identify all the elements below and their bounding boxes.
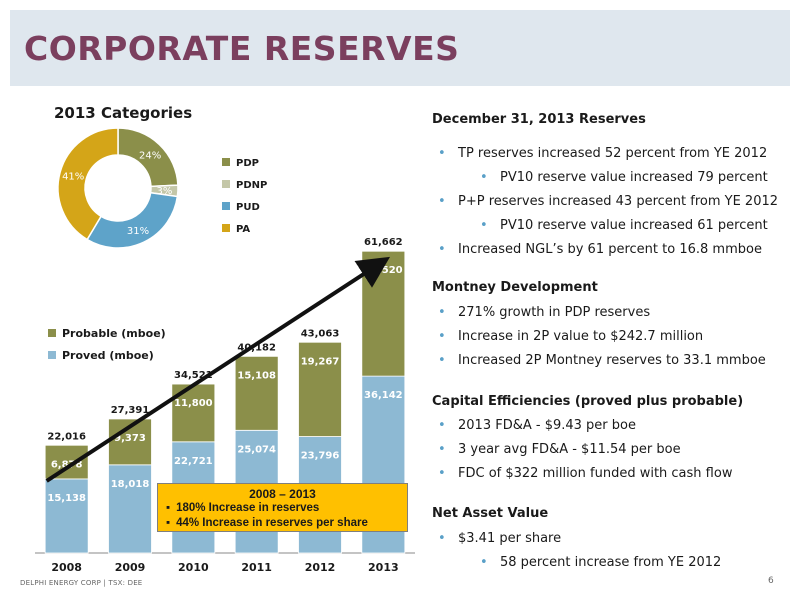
bullet: 271% growth in PDP reserves [438, 305, 650, 320]
pie-slice-label: 41% [62, 172, 84, 183]
x-tick-label: 2012 [305, 561, 336, 574]
x-tick-label: 2010 [178, 561, 209, 574]
legend-label: PDP [236, 158, 259, 169]
legend-label: PUD [236, 202, 260, 213]
callout-item: 180% Increase in reserves [166, 501, 407, 516]
bar-label-probable: 9,373 [114, 433, 146, 444]
bar-total-label: 40,182 [237, 342, 276, 353]
reserves-section: December 31, 2013 Reserves [432, 112, 787, 127]
trend-arrow [45, 256, 391, 483]
bar-probable [298, 341, 342, 437]
bar-label-probable: 6,878 [51, 459, 83, 470]
footer-text: DELPHI ENERGY CORP | TSX: DEE [20, 579, 143, 587]
pie-title: 2013 Categories [54, 104, 193, 122]
bullet: 3 year avg FD&A - $11.54 per boe [438, 442, 681, 457]
bar-total-label: 34,521 [174, 370, 213, 381]
bullet: Increased 2P Montney reserves to 33.1 mm… [438, 353, 766, 368]
legend-swatch [222, 158, 230, 166]
title-banner [10, 10, 790, 86]
pie-legend-pud: PUD [222, 202, 260, 213]
legend-swatch [222, 224, 230, 232]
bar-total-label: 61,662 [364, 237, 403, 248]
bar-label-proved: 23,796 [301, 451, 340, 462]
bar-legend-probable: Probable (mboe) [48, 327, 166, 340]
x-tick-label: 2009 [115, 561, 146, 574]
bar-label-proved: 36,142 [364, 390, 403, 401]
legend-label: Proved (mboe) [62, 349, 154, 362]
capital-section: Capital Efficiencies (proved plus probab… [432, 394, 787, 409]
bar-probable [44, 444, 89, 480]
x-tick-label: 2008 [51, 561, 82, 574]
pie-slice-label: 24% [139, 150, 161, 161]
pie-slice-label: 3% [157, 186, 173, 197]
bar-total-label: 27,391 [111, 405, 150, 416]
sub-bullet: PV10 reserve value increased 61 percent [480, 218, 768, 233]
bar-label-probable: 15,108 [237, 370, 276, 381]
pie-legend-pdp: PDP [222, 158, 259, 169]
legend-swatch [48, 329, 56, 337]
bar-label-proved: 25,074 [237, 444, 276, 455]
x-tick-label: 2011 [241, 561, 272, 574]
bar-legend-proved: Proved (mboe) [48, 349, 154, 362]
reserves-bar-chart: 15,138 6,878 22,016 2008 18,018 9,373 27,391 20… [35, 237, 415, 574]
legend-label: Probable (mboe) [62, 327, 166, 340]
legend-label: PA [236, 224, 251, 235]
legend-label: PDNP [236, 180, 268, 191]
nav-section: Net Asset Value [432, 506, 787, 521]
legend-swatch [222, 180, 230, 188]
bullet: 2013 FD&A - $9.43 per boe [438, 418, 636, 433]
sub-bullet: 58 percent increase from YE 2012 [480, 555, 721, 570]
bar-total-label: 43,063 [301, 328, 340, 339]
slide-title: CORPORATE RESERVES [24, 29, 460, 68]
page-number: 6 [768, 576, 774, 586]
bar-label-probable: 11,800 [174, 398, 213, 409]
section-heading: Net Asset Value [432, 506, 549, 521]
donut-chart: 24% 3% 31% 41% [57, 127, 179, 249]
callout-item: 44% Increase in reserves per share [166, 516, 407, 531]
pie-legend-pa: PA [222, 224, 250, 235]
bullet: P+P reserves increased 43 percent from Y… [438, 194, 778, 209]
pie-slice-label: 31% [127, 226, 149, 237]
growth-callout: 2008 – 2013 180% Increase in reserves 44… [157, 483, 408, 532]
sub-bullet: PV10 reserve value increased 79 percent [480, 170, 768, 185]
section-heading: Capital Efficiencies (proved plus probab… [432, 394, 744, 409]
x-tick-label: 2013 [368, 561, 399, 574]
bar-proved [44, 478, 89, 554]
bar-total-label: 22,016 [47, 431, 86, 442]
bullet: Increased NGL’s by 61 percent to 16.8 mm… [438, 242, 762, 257]
bullet: FDC of $322 million funded with cash flo… [438, 466, 732, 481]
bar-probable [234, 355, 279, 431]
section-heading: December 31, 2013 Reserves [432, 112, 646, 127]
callout-title: 2008 – 2013 [249, 487, 316, 501]
bar-label-proved: 15,138 [47, 493, 86, 504]
bar-label-proved: 22,721 [174, 456, 213, 467]
pie-legend-pdnp: PDNP [222, 180, 267, 191]
bullet: TP reserves increased 52 percent from YE… [438, 146, 767, 161]
bullet: Increase in 2P value to $242.7 million [438, 329, 703, 344]
bar-label-proved: 18,018 [111, 479, 150, 490]
legend-swatch [48, 351, 56, 359]
section-heading: Montney Development [432, 280, 598, 295]
bar-label-probable: 19,267 [301, 356, 340, 367]
montney-section: Montney Development [432, 280, 787, 295]
pie-slice-pa [57, 127, 119, 241]
legend-swatch [222, 202, 230, 210]
bullet: $3.41 per share [438, 531, 561, 546]
pie-slice-pud [86, 191, 179, 249]
